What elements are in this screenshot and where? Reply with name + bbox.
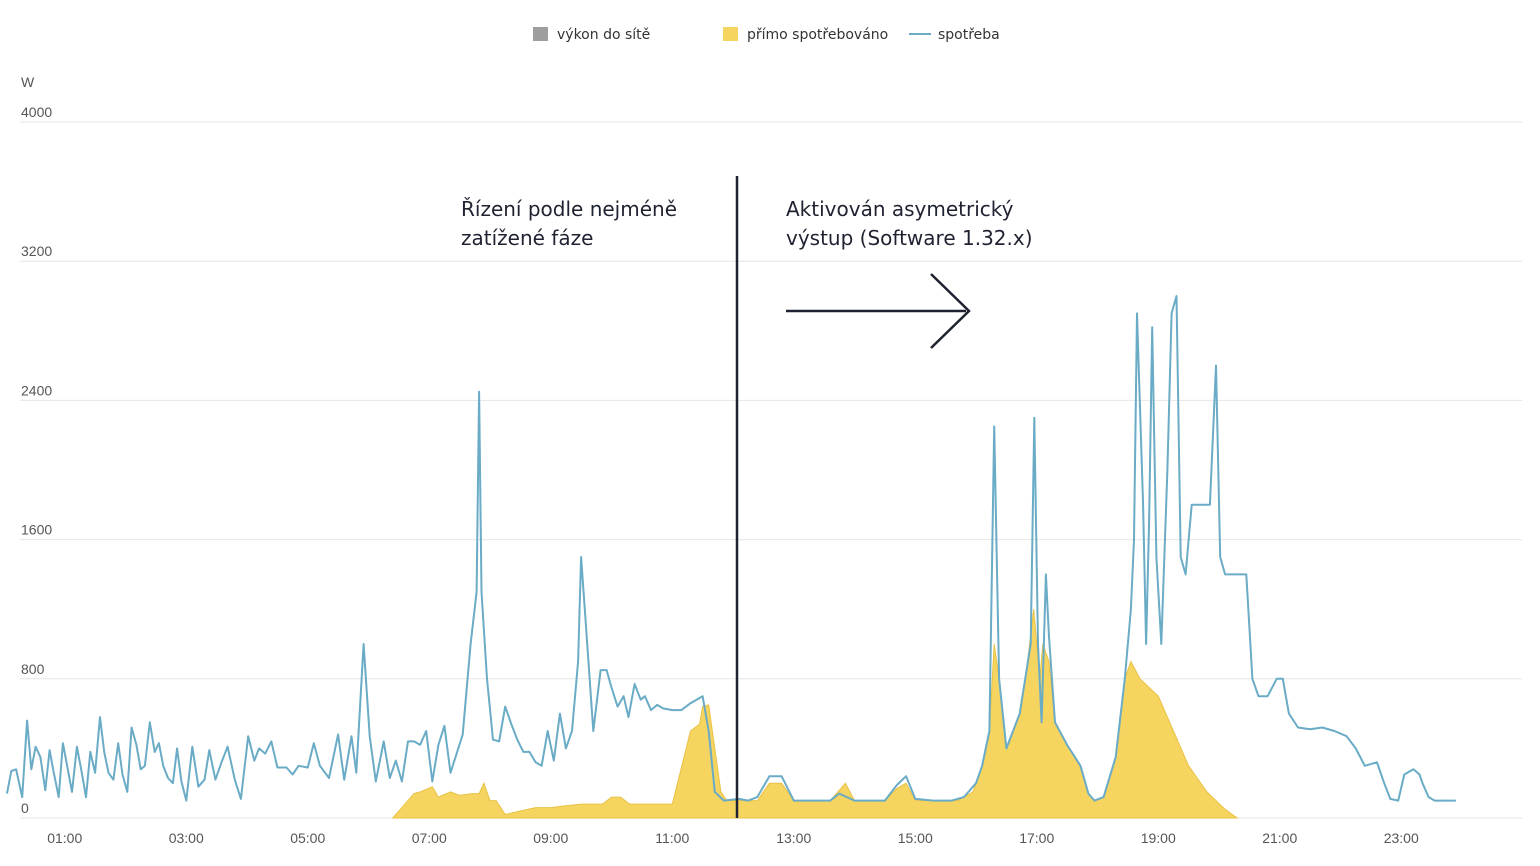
y-tick-label: 1600 [21,522,52,538]
y-tick-label: 4000 [21,104,52,120]
grid [20,121,1522,819]
annotation-right-line: výstup (Software 1.32.x) [786,226,1033,250]
legend-swatch [723,27,738,41]
legend-swatch [533,27,548,41]
arrow-head-icon [930,273,971,349]
x-tick-label: 19:00 [1141,830,1176,846]
x-tick-label: 15:00 [898,830,933,846]
legend-label: spotřeba [938,27,1000,43]
x-tick-label: 01:00 [47,830,82,846]
y-tick-label: 3200 [21,243,52,259]
legend: výkon do sítě přímo spotřebováno spotřeba [533,27,1000,43]
line-spotreba [6,295,1456,802]
area-primo-spotrebovano [391,609,1239,819]
legend-label: výkon do sítě [557,27,650,43]
line-series-layer [6,295,1456,802]
x-tick-label: 21:00 [1262,830,1297,846]
x-tick-label: 11:00 [655,830,689,846]
x-tick-label: 13:00 [776,830,811,846]
annotation-right-line: Aktivován asymetrický [786,197,1014,221]
y-tick-label: 0 [21,800,29,816]
annotation-left-line: Řízení podle nejméně [461,197,677,221]
y-tick-label: 2400 [21,382,52,398]
x-tick-label: 03:00 [169,830,204,846]
annotation-left-line: zatížené fáze [461,226,593,250]
y-axis-label: W [21,74,35,90]
x-tick-label: 05:00 [290,830,325,846]
axes: W 0 800 1600 2400 3200 4000 01:00 03:00 05:00 07:… [21,74,1419,846]
x-tick-label: 17:00 [1019,830,1054,846]
y-tick-label: 800 [21,661,45,677]
annotations: Řízení podle nejméně zatížené fáze Aktivov… [461,197,1033,349]
x-tick-label: 09:00 [533,830,568,846]
x-tick-label: 23:00 [1384,830,1419,846]
legend-label: přímo spotřebováno [747,27,888,43]
x-tick-label: 07:00 [412,830,447,846]
area-series-layer [391,609,1239,819]
